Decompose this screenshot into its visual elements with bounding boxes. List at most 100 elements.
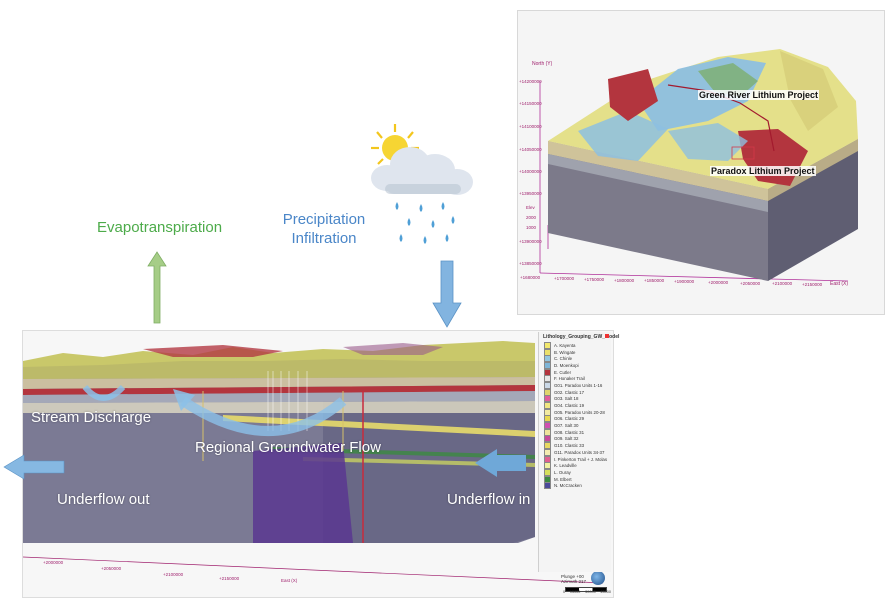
legend-item-label: G02. Clastic 17 — [554, 389, 585, 395]
model-tick: +2050000 — [101, 566, 122, 571]
legend-item-label: G07. Salt 30 — [554, 423, 579, 429]
model-tick: +2100000 — [163, 572, 184, 577]
legend-item-label: C. Chinle — [554, 356, 573, 362]
east-tick: +1800000 — [614, 278, 635, 283]
legend-item-label: G06. Clastic 29 — [554, 416, 585, 422]
groundwater-model-view: Stream Discharge Regional Groundwater Fl… — [22, 330, 614, 598]
legend-swatch — [544, 428, 551, 436]
legend-item-label: G05. Paradox Units 20-28 — [554, 409, 605, 415]
legend-swatch — [544, 422, 551, 430]
legend-swatch — [544, 442, 551, 450]
legend-item: K. Leadville — [539, 462, 611, 470]
north-tick: +13850000 — [519, 261, 542, 266]
stream-discharge-label: Stream Discharge — [31, 409, 152, 426]
north-tick: +13900000 — [519, 239, 542, 244]
legend-item: A. Kayenta — [539, 341, 611, 349]
north-tick: +14000000 — [519, 169, 542, 174]
legend-swatch — [544, 448, 551, 456]
legend-item: L. Ouray — [539, 468, 611, 476]
legend-swatch — [544, 415, 551, 423]
east-tick: +2050000 — [740, 281, 761, 286]
rain-cloud-icon — [371, 124, 473, 244]
legend-swatch — [544, 402, 551, 410]
legend-item-label: L. Ouray — [554, 469, 571, 475]
scale-label: 45000 — [600, 590, 611, 594]
precipitation-infiltration-label: Precipitation Infiltration — [276, 210, 372, 248]
infiltration-arrow — [432, 260, 462, 328]
legend-item: G09. Salt 32 — [539, 435, 611, 443]
lithology-legend: Lithology_Grouping_GW_Model A. Kayenta B.… — [538, 332, 620, 572]
legend-item: D. Moenkopi — [539, 361, 611, 369]
legend-item: G01. Paradox Units 1-16 — [539, 381, 611, 389]
compass-icon[interactable] — [591, 571, 605, 585]
legend-swatch — [544, 468, 551, 476]
legend-item: N. McCracken — [539, 482, 611, 490]
legend-title: Lithology_Grouping_GW_Model — [543, 334, 620, 340]
legend-item-label: G01. Paradox Units 1-16 — [554, 382, 603, 388]
legend-item: G11. Paradox Units 34-37 — [539, 448, 611, 456]
legend-item-label: G09. Salt 32 — [554, 436, 579, 442]
underflow-out-arrow — [3, 454, 65, 480]
elev-tick: 2000 — [526, 215, 537, 220]
legend-swatch — [544, 455, 551, 463]
legend-item-label: G10. Clastic 33 — [554, 443, 585, 449]
north-tick: +14100000 — [519, 124, 542, 129]
legend-item: G06. Clastic 29 — [539, 415, 611, 423]
elev-tick: 1000 — [526, 225, 537, 230]
legend-swatch — [544, 341, 551, 349]
legend-item: F. Honaker Trail — [539, 375, 611, 383]
legend-item: G05. Paradox Units 20-28 — [539, 408, 611, 416]
legend-item-label: F. Honaker Trail — [554, 376, 585, 382]
east-tick: +2000000 — [708, 280, 729, 285]
scale-label: 30000 — [585, 590, 596, 594]
east-axis-label: East (X) — [830, 281, 849, 287]
east-tick: +1700000 — [554, 276, 575, 281]
east-tick: +2150000 — [802, 282, 823, 287]
model-tick: +2150000 — [219, 576, 240, 581]
legend-swatch — [544, 462, 551, 470]
legend-swatch — [544, 408, 551, 416]
east-tick: +1680000 — [520, 275, 541, 280]
regional-flow-label: Regional Groundwater Flow — [195, 439, 381, 456]
legend-item: G04. Clastic 19 — [539, 402, 611, 410]
legend-item: G08. Clastic 31 — [539, 428, 611, 436]
legend-item: G07. Salt 30 — [539, 422, 611, 430]
legend-swatch — [544, 361, 551, 369]
legend-item: M. Elbert — [539, 475, 611, 483]
north-axis-label: North (Y) — [532, 61, 553, 67]
legend-item: B. Wingate — [539, 348, 611, 356]
legend-swatch — [544, 482, 551, 490]
legend-swatch — [544, 381, 551, 389]
scale-label: 0 — [563, 590, 566, 594]
north-tick: +14150000 — [519, 101, 542, 106]
model-cross-section — [23, 341, 604, 584]
scale-label: 15000 — [569, 590, 581, 594]
legend-item: I. Pinkerton Trail + J. Molas — [539, 455, 611, 463]
legend-swatch — [544, 348, 551, 356]
legend-item: G02. Clastic 17 — [539, 388, 611, 396]
infiltration-label: Infiltration — [291, 230, 357, 247]
legend-item: E. Cutler — [539, 368, 611, 376]
legend-item-label: M. Elbert — [554, 476, 572, 482]
precipitation-label: Precipitation — [282, 211, 366, 228]
north-tick: +14200000 — [519, 79, 542, 84]
legend-items: A. Kayenta B. Wingate C. Chinle D. Moenkopi… — [539, 341, 611, 490]
east-tick: +2100000 — [772, 281, 793, 286]
legend-swatch — [544, 375, 551, 383]
underflow-in-label: Underflow in — [447, 491, 531, 508]
east-tick: +1750000 — [584, 277, 605, 282]
elev-axis-label: Elev — [526, 205, 535, 210]
legend-close-icon[interactable] — [605, 334, 609, 338]
evapotranspiration-label: Evapotranspiration — [97, 219, 223, 236]
east-tick: +1850000 — [644, 278, 665, 283]
legend-item-label: G11. Paradox Units 34-37 — [554, 449, 605, 455]
legend-item: C. Chinle — [539, 355, 611, 363]
east-tick: +1900000 — [674, 279, 695, 284]
legend-item-label: G04. Clastic 19 — [554, 403, 585, 409]
legend-swatch — [544, 355, 551, 363]
legend-swatch — [544, 435, 551, 443]
legend-item-label: D. Moenkopi — [554, 362, 579, 368]
legend-swatch — [544, 395, 551, 403]
legend-item-label: A. Kayenta — [554, 342, 576, 348]
scale-bar — [565, 587, 607, 592]
